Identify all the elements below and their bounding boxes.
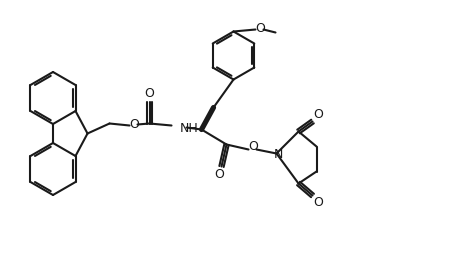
Text: NH: NH (180, 122, 198, 135)
Text: O: O (313, 108, 323, 121)
Text: O: O (130, 118, 140, 131)
Text: O: O (215, 168, 225, 181)
Text: N: N (274, 148, 283, 161)
Text: O: O (145, 87, 155, 100)
Text: O: O (256, 22, 266, 35)
Text: O: O (313, 196, 323, 209)
Text: O: O (249, 140, 259, 153)
